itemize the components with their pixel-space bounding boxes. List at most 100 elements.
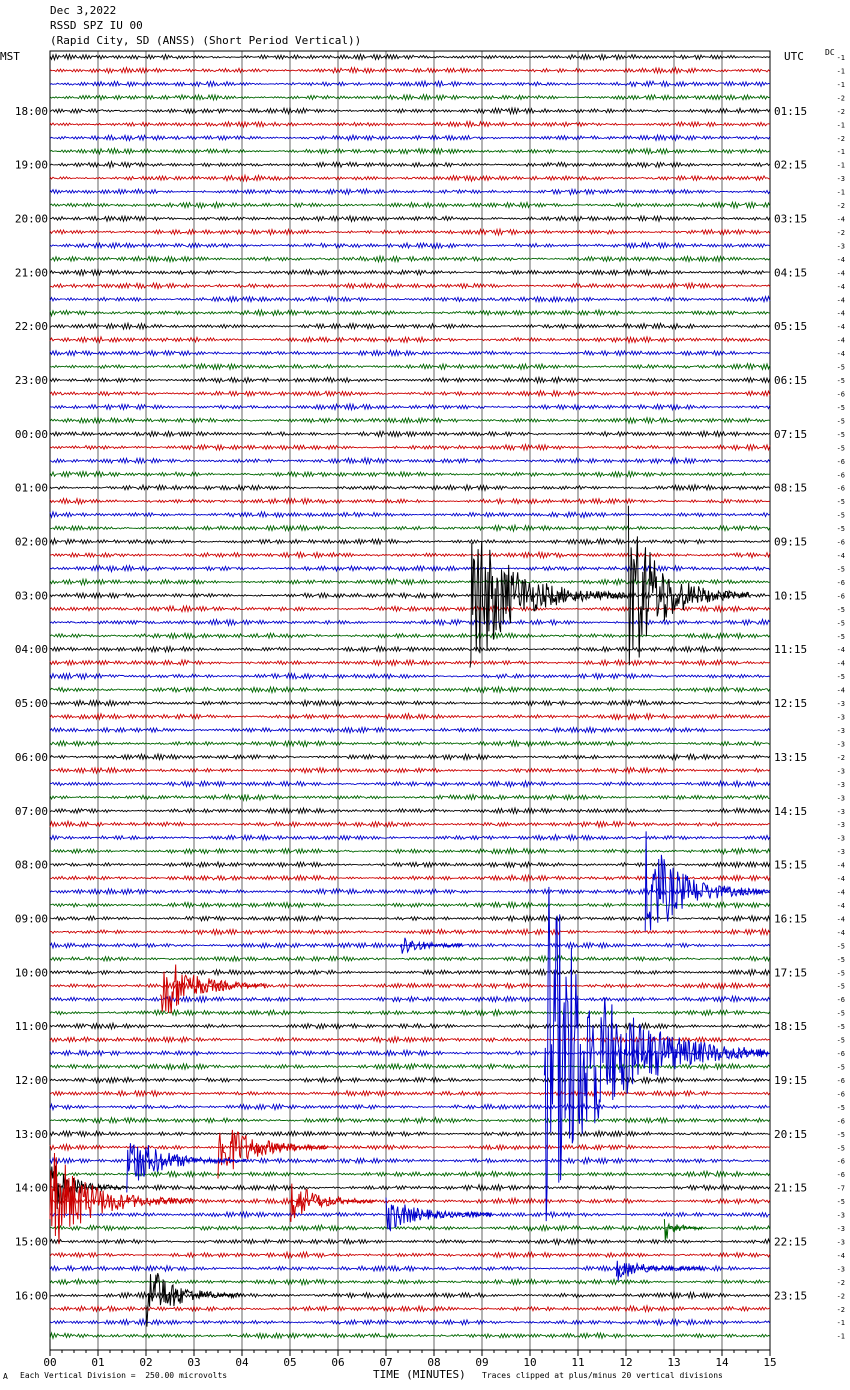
trace-line [49,927,771,937]
dc-offset-label: -6 [837,996,845,1004]
trace-line [49,685,771,695]
trace-line [49,671,771,681]
x-tick-label: 03 [187,1356,200,1369]
x-axis-title: TIME (MINUTES) [373,1368,466,1381]
dc-offset-label: -1 [837,1333,845,1341]
right-hour-label: 21:15 [774,1182,807,1195]
dc-offset-label: -3 [837,740,845,748]
dc-offset-label: -5 [837,404,845,412]
trace-line [49,1237,771,1247]
trace-line [49,281,771,291]
left-hour-label: 22:00 [15,320,48,333]
trace-line [49,994,771,1004]
trace-line [49,900,771,910]
trace-line [49,1075,771,1085]
right-hour-label: 02:15 [774,159,807,172]
trace-line [49,604,771,614]
x-tick-label: 14 [715,1356,729,1369]
x-tick-label: 12 [619,1356,632,1369]
left-hour-label: 13:00 [15,1128,48,1141]
left-timezone-label: MST [0,50,20,63]
trace-line [49,981,771,991]
header-date: Dec 3,2022 [50,4,117,17]
dc-offset-label: -5 [837,942,845,950]
dc-offset-label: -3 [837,1265,845,1273]
dc-offset-label: -5 [837,444,845,452]
trace-line [49,806,771,816]
left-hour-label: 16:00 [15,1289,48,1302]
trace-lines [49,52,771,1341]
dc-offset-header: DC [825,48,835,57]
x-tick-label: 00 [43,1356,56,1369]
dc-offset-label: -2 [837,229,845,237]
seismic-event [399,937,463,954]
axis-labels: 00 01 02 03 04 05 06 07 08 09 10 11 12 13 14 15 18:00 01:… [15,54,845,1369]
dc-offset-label: -4 [837,687,845,695]
trace-line [49,1034,771,1044]
clip-note: Traces clipped at plus/minus 20 vertical… [482,1371,723,1380]
x-tick-label: 04 [235,1356,249,1369]
dc-offset-label: -2 [837,202,845,210]
trace-line [49,1182,771,1192]
trace-line [49,200,771,210]
trace-line [49,241,771,250]
trace-line [49,1089,771,1098]
trace-line [49,483,771,493]
dc-offset-label: -3 [837,714,845,722]
dc-offset-label: -4 [837,889,845,897]
trace-line [49,1115,771,1125]
trace-line [49,954,771,964]
trace-line [49,1008,771,1018]
trace-line [49,254,771,264]
trace-line [49,846,771,856]
trace-line [49,617,771,628]
dc-offset-label: -4 [837,902,845,910]
dc-offset-label: -3 [837,767,845,775]
dc-offset-label: -6 [837,471,845,479]
dc-offset-label: -4 [837,323,845,331]
x-tick-label: 06 [331,1356,344,1369]
dc-offset-label: -6 [837,1050,845,1058]
trace-line [49,523,771,533]
trace-line [49,1129,771,1139]
dc-offset-label: -1 [837,189,845,197]
left-hour-label: 00:00 [15,428,48,441]
trace-line [49,1021,771,1031]
header-station: RSSD SPZ IU 00 [50,19,143,32]
trace-line [49,402,771,412]
left-hour-label: 07:00 [15,805,48,818]
dc-offset-label: -3 [837,808,845,816]
trace-line [49,308,771,318]
dc-offset-label: -6 [837,579,845,587]
trace-line [49,415,771,425]
dc-offset-label: -2 [837,1279,845,1287]
trace-line [49,644,771,654]
dc-offset-label: -3 [837,700,845,708]
trace-line [49,362,771,371]
dc-offset-label: -5 [837,377,845,385]
trace-line [49,819,771,829]
trace-line [49,187,771,197]
right-hour-label: 08:15 [774,482,807,495]
dc-offset-label: -5 [837,417,845,425]
trace-line [49,469,771,479]
dc-offset-label: -4 [837,660,845,668]
dc-offset-label: -5 [837,1064,845,1072]
trace-line [49,389,771,398]
dc-offset-label: -3 [837,727,845,735]
dc-offset-label: -3 [837,1238,845,1246]
left-hour-label: 12:00 [15,1074,48,1087]
dc-offset-label: -4 [837,350,845,358]
right-hour-label: 19:15 [774,1074,807,1087]
dc-offset-label: -2 [837,108,845,116]
dc-offset-label: -5 [837,1037,845,1045]
dc-offset-label: -6 [837,1158,845,1166]
dc-offset-label: -1 [837,67,845,75]
dc-offset-label: -1 [837,148,845,156]
trace-line [49,860,771,869]
trace-line [49,564,771,574]
dc-offset-label: -5 [837,619,845,627]
dc-offset-label: -4 [837,283,845,291]
trace-line [49,79,771,89]
